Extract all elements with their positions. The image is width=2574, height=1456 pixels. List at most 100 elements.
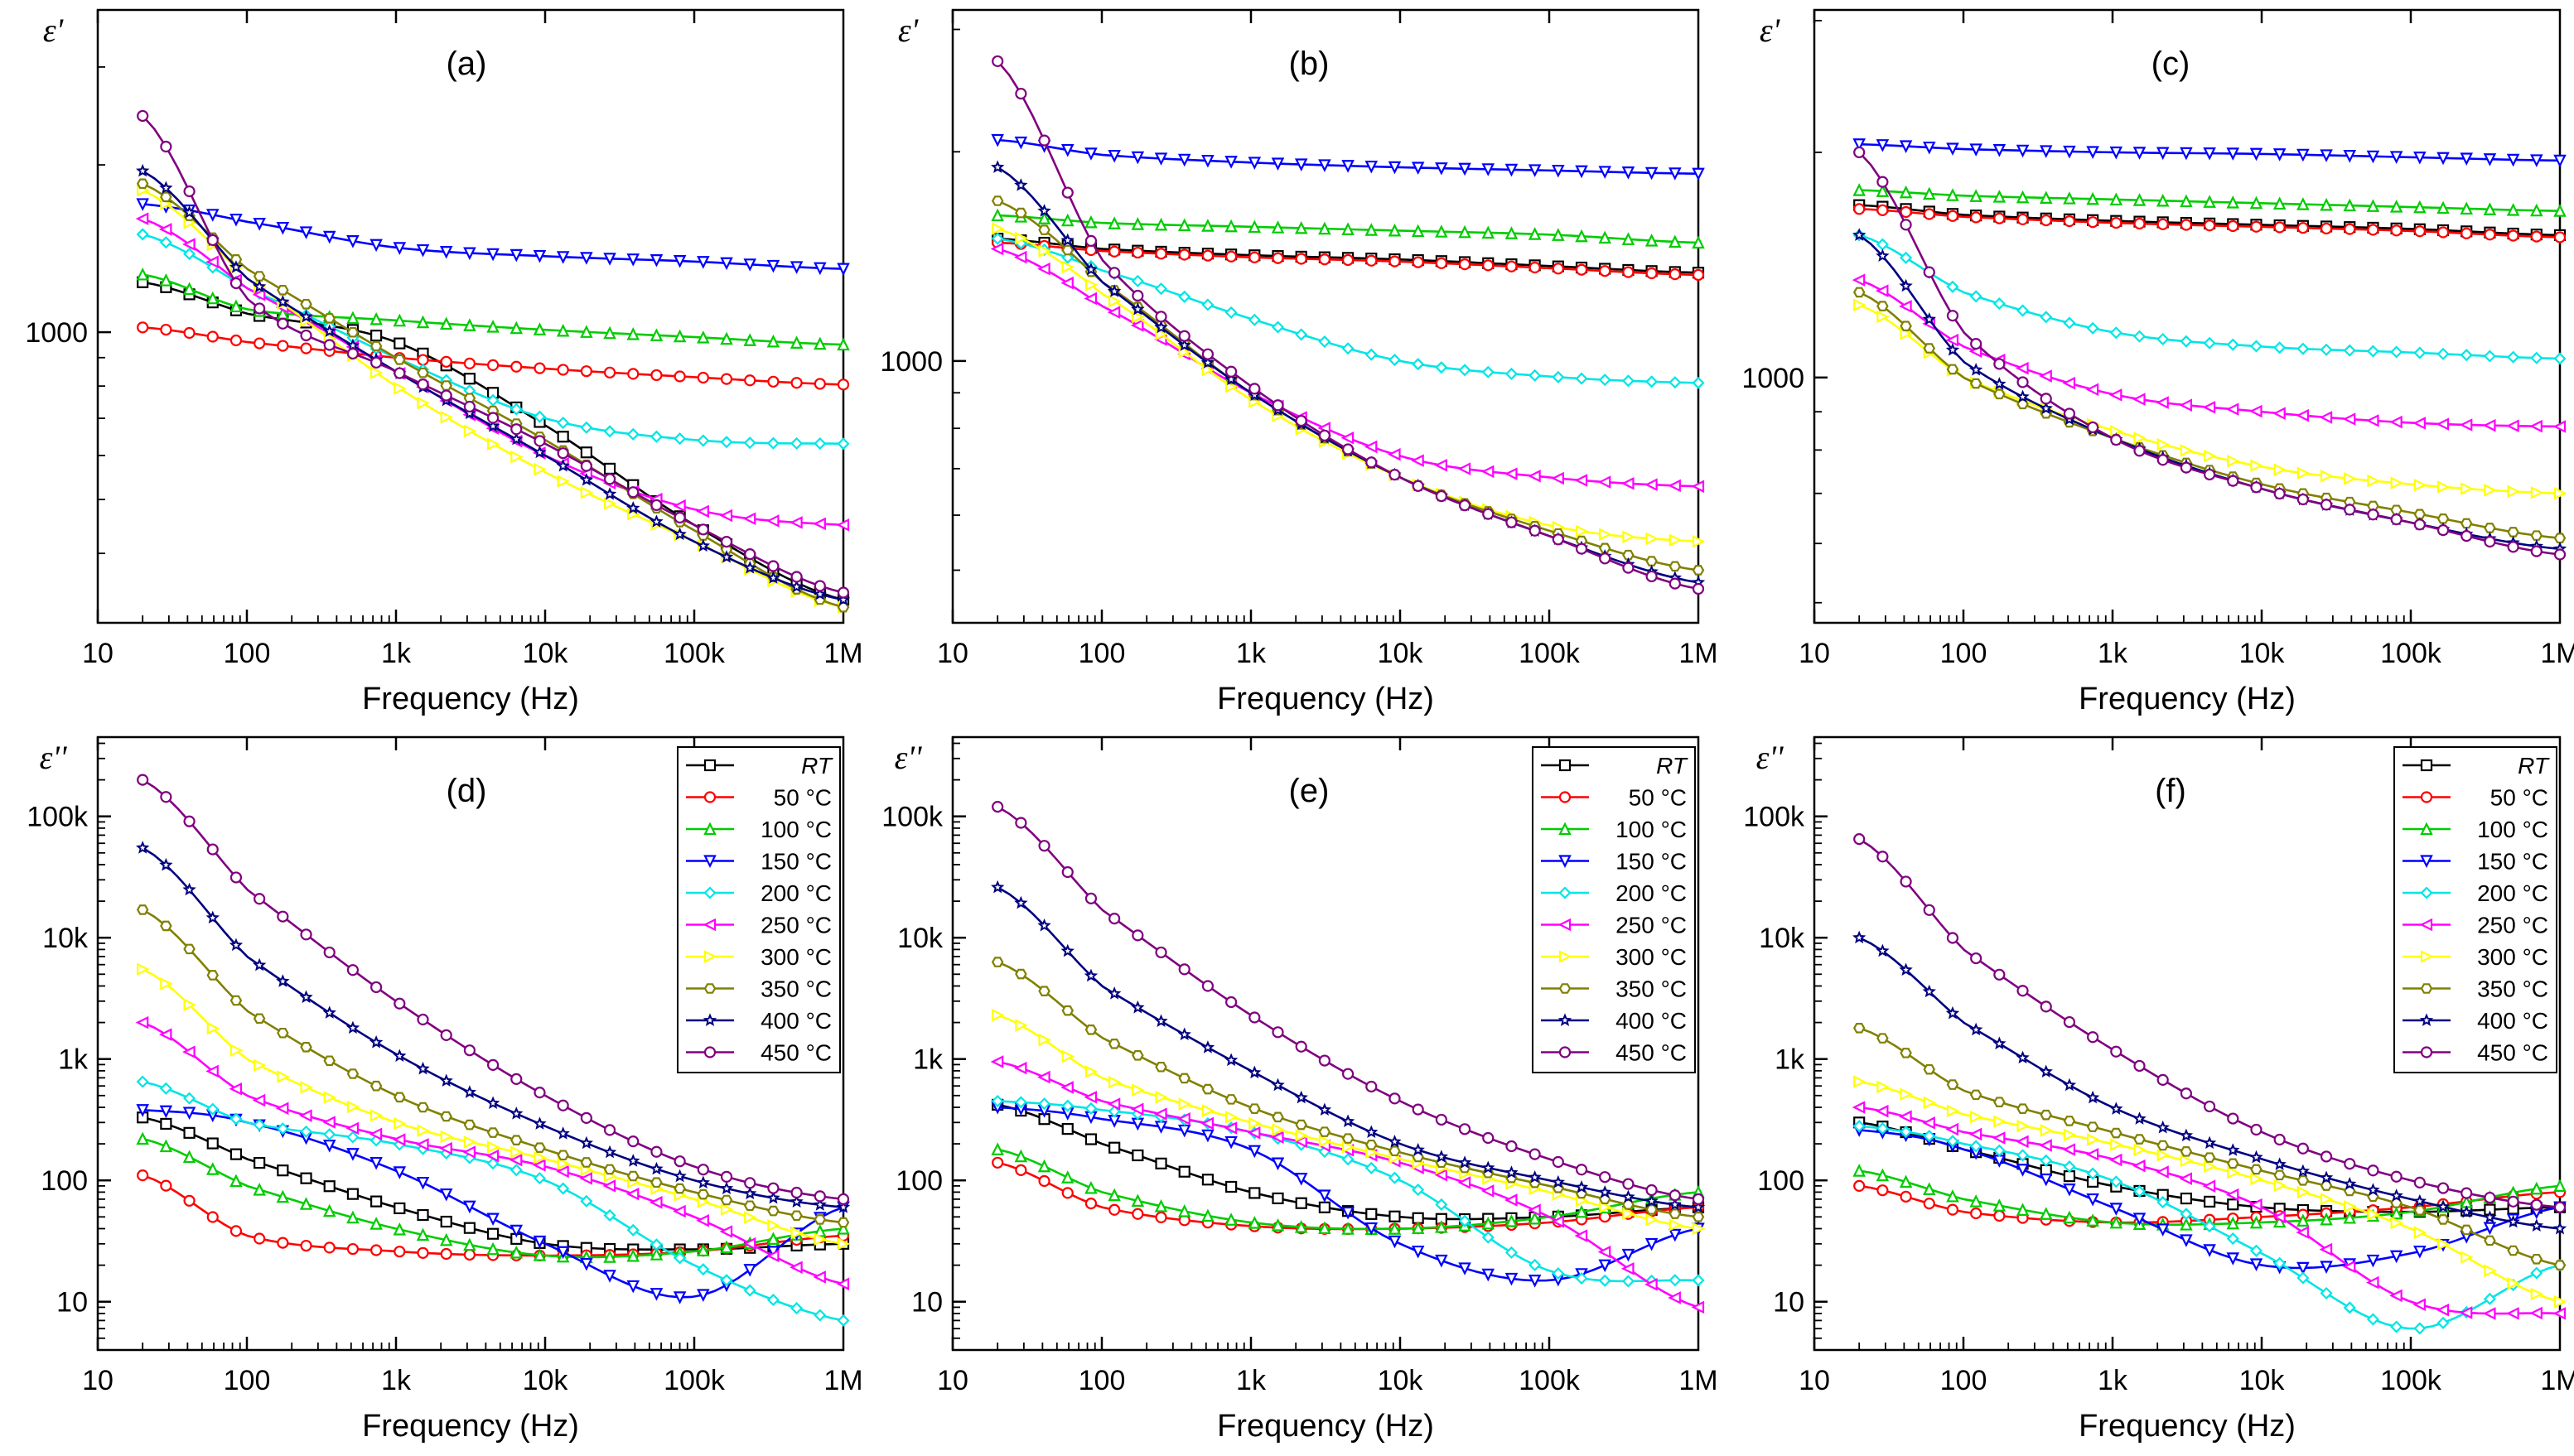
data-point bbox=[1923, 1096, 1937, 1110]
data-point bbox=[1341, 222, 1355, 235]
data-point bbox=[1945, 1122, 1959, 1136]
legend-label: 250 °C bbox=[761, 913, 832, 938]
data-point bbox=[1876, 1080, 1890, 1094]
data-point bbox=[1504, 367, 1519, 380]
data-point bbox=[370, 366, 384, 379]
data-point bbox=[2227, 475, 2239, 487]
data-point bbox=[2389, 200, 2403, 213]
panel-label: (f) bbox=[2155, 773, 2186, 809]
data-point bbox=[2483, 202, 2497, 215]
data-point bbox=[1923, 208, 1935, 220]
legend-label: 300 °C bbox=[2477, 944, 2548, 970]
data-point bbox=[1505, 260, 1518, 272]
data-point bbox=[2156, 1149, 2171, 1162]
data-point bbox=[1598, 1259, 1612, 1273]
data-point bbox=[650, 430, 664, 443]
data-point bbox=[1876, 310, 1890, 324]
data-point bbox=[2063, 145, 2076, 159]
data-point bbox=[1295, 328, 1308, 341]
data-point bbox=[2227, 1112, 2239, 1125]
data-point bbox=[510, 450, 524, 464]
data-point bbox=[275, 1102, 289, 1116]
data-point bbox=[1899, 1110, 1912, 1123]
x-tick-label: 100k bbox=[664, 638, 726, 669]
data-point bbox=[1552, 1155, 1564, 1169]
data-point bbox=[1200, 1116, 1215, 1131]
data-point bbox=[649, 1196, 663, 1209]
data-point bbox=[556, 458, 570, 472]
data-point bbox=[2203, 1159, 2217, 1174]
data-point bbox=[814, 1190, 826, 1203]
data-point bbox=[2296, 1271, 2310, 1285]
data-point bbox=[1341, 1206, 1355, 1220]
data-point bbox=[1481, 225, 1495, 239]
data-point bbox=[2132, 147, 2147, 160]
data-point bbox=[580, 1157, 593, 1168]
data-point bbox=[1155, 1061, 1167, 1073]
data-point bbox=[183, 1194, 196, 1207]
legend-label: RT bbox=[2518, 753, 2550, 779]
data-point bbox=[1131, 151, 1145, 165]
data-point bbox=[136, 228, 149, 241]
data-point bbox=[2296, 493, 2309, 506]
data-point bbox=[580, 252, 593, 265]
data-point bbox=[370, 1109, 384, 1122]
data-point bbox=[2344, 1158, 2356, 1170]
x-tick-label: 1k bbox=[1236, 1365, 1267, 1396]
data-point bbox=[1248, 157, 1262, 170]
data-point bbox=[1154, 152, 1168, 166]
data-point bbox=[650, 1145, 663, 1158]
data-point bbox=[1364, 1161, 1378, 1174]
data-point bbox=[2250, 1172, 2263, 1186]
data-point bbox=[1178, 290, 1191, 303]
data-point bbox=[2109, 1102, 2123, 1115]
data-point bbox=[2040, 1124, 2054, 1137]
data-point bbox=[2507, 1276, 2521, 1290]
data-point bbox=[1505, 516, 1518, 528]
data-point bbox=[2203, 336, 2216, 350]
data-point bbox=[556, 251, 570, 264]
data-point bbox=[2108, 1153, 2122, 1167]
data-point bbox=[2413, 518, 2426, 531]
data-point bbox=[1132, 289, 1144, 302]
data-point bbox=[650, 253, 664, 268]
data-point bbox=[650, 328, 664, 341]
data-point bbox=[182, 1106, 196, 1121]
data-point bbox=[1388, 1135, 1402, 1148]
data-point bbox=[837, 1314, 850, 1327]
data-point bbox=[1178, 330, 1190, 342]
y-tick-label: 1k bbox=[913, 1044, 944, 1076]
data-point bbox=[439, 316, 453, 330]
data-point bbox=[1899, 962, 1913, 976]
data-point bbox=[137, 1169, 149, 1182]
data-point bbox=[1154, 1014, 1168, 1028]
data-point bbox=[742, 1237, 756, 1251]
data-point bbox=[1365, 1139, 1378, 1150]
data-point bbox=[2063, 215, 2076, 228]
data-point bbox=[1853, 1179, 1866, 1193]
data-point bbox=[416, 315, 430, 329]
data-point bbox=[1923, 343, 1936, 354]
data-point bbox=[463, 424, 477, 438]
data-point bbox=[2180, 1087, 2192, 1100]
data-point bbox=[1248, 251, 1261, 263]
data-point bbox=[1015, 1164, 1027, 1176]
data-point bbox=[2156, 437, 2171, 451]
legend-label: 400 °C bbox=[2477, 1008, 2548, 1034]
x-tick-label: 10k bbox=[2239, 1365, 2286, 1396]
data-point bbox=[992, 800, 1004, 813]
data-point bbox=[1622, 549, 1635, 561]
data-point bbox=[2530, 1287, 2544, 1301]
data-point bbox=[159, 1082, 172, 1095]
data-point bbox=[1692, 534, 1706, 548]
data-point bbox=[790, 571, 803, 583]
series-line bbox=[1858, 291, 2561, 540]
data-point bbox=[253, 1118, 266, 1131]
data-point bbox=[463, 318, 476, 331]
data-point bbox=[277, 285, 289, 296]
plot-frame bbox=[96, 8, 845, 624]
plot-frame bbox=[1813, 735, 2562, 1352]
data-point bbox=[252, 279, 267, 293]
data-point bbox=[463, 1200, 476, 1214]
data-point bbox=[766, 436, 780, 450]
